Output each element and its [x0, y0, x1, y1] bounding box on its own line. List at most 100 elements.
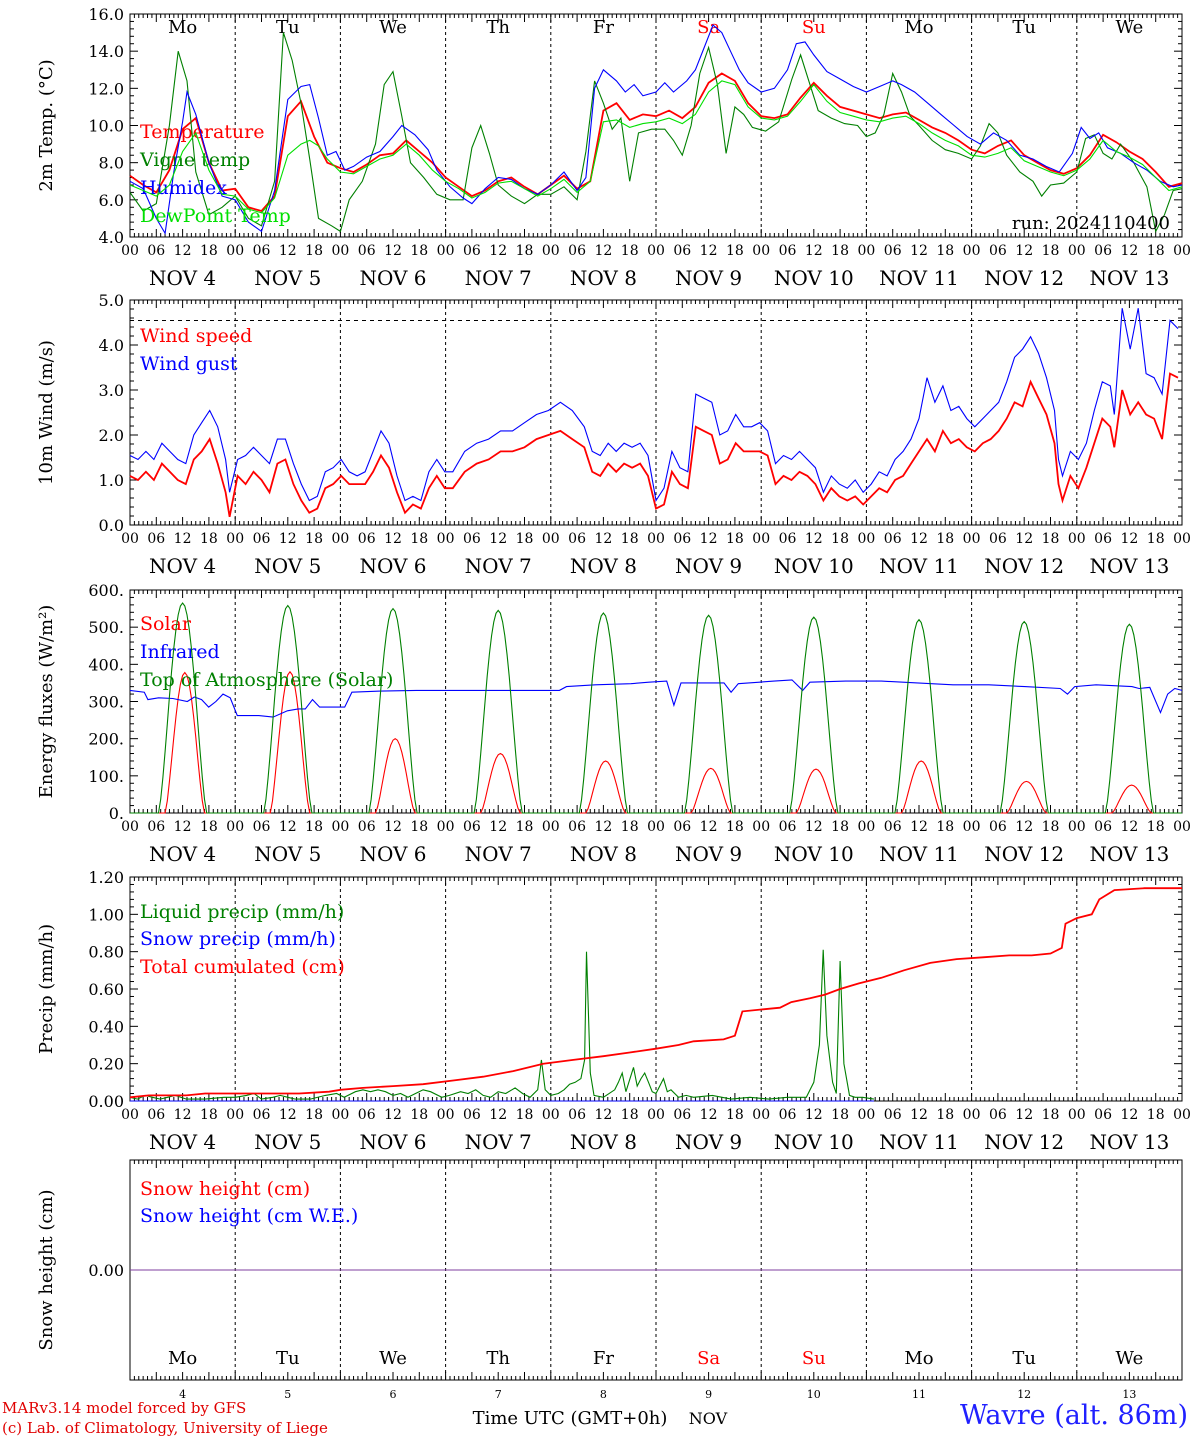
hour-tick-label: 00: [542, 1107, 560, 1123]
hour-tick-label: 12: [489, 531, 507, 547]
series-line-temperature: [129, 72, 1183, 213]
hour-tick-label: 18: [305, 1107, 323, 1123]
hour-tick-label: 12: [1120, 819, 1138, 835]
hour-tick-label: 06: [463, 243, 481, 259]
hour-tick-label: 18: [936, 531, 954, 547]
hour-tick-label: 00: [542, 531, 560, 547]
hour-tick-label: 00: [752, 531, 770, 547]
legend-snow-height-cm-: Snow height (cm): [140, 1178, 310, 1200]
hour-tick-label: 18: [410, 243, 428, 259]
hour-tick-label: 00: [121, 1107, 139, 1123]
hour-tick-label: 18: [726, 1107, 744, 1123]
hour-tick-label: 06: [989, 243, 1007, 259]
hour-tick-label: 18: [726, 531, 744, 547]
hour-tick-label: 00: [331, 531, 349, 547]
hour-tick-label: 06: [989, 531, 1007, 547]
day-number-label: 8: [600, 1388, 607, 1401]
legend-infrared: Infrared: [140, 641, 220, 663]
series-line-dewpoint-temp: [129, 80, 1183, 214]
weekday-label: Mo: [168, 17, 197, 38]
date-label: NOV 4: [149, 1130, 216, 1154]
hour-tick-label: 00: [647, 1107, 665, 1123]
y-tick-label: 300.: [88, 693, 124, 712]
hour-tick-label: 18: [831, 531, 849, 547]
y-tick-label: 0.40: [88, 1017, 124, 1036]
hour-tick-label: 06: [253, 819, 271, 835]
hour-tick-label: 18: [516, 531, 534, 547]
hour-tick-label: 06: [147, 243, 165, 259]
hour-tick-label: 00: [226, 531, 244, 547]
y-tick-label: 3.0: [99, 381, 124, 400]
hour-tick-label: 12: [489, 1107, 507, 1123]
hour-tick-label: 12: [489, 819, 507, 835]
hour-tick-label: 12: [700, 819, 718, 835]
weekday-label: Mo: [168, 1348, 197, 1369]
legend-wind-gust: Wind gust: [140, 353, 238, 375]
station-name: Wavre (alt. 86m): [960, 1400, 1188, 1431]
series-line-vigne-temp: [129, 32, 1183, 234]
hour-tick-label: 06: [779, 243, 797, 259]
y-tick-label: 0.60: [88, 980, 124, 999]
hour-tick-label: 12: [1120, 243, 1138, 259]
hour-tick-label: 12: [384, 243, 402, 259]
weekday-label: Tu: [276, 17, 300, 38]
y-tick-label: 600.: [88, 581, 124, 600]
hour-tick-label: 18: [936, 1107, 954, 1123]
hour-tick-label: 12: [910, 531, 928, 547]
hour-tick-label: 18: [410, 819, 428, 835]
hour-tick-label: 18: [1147, 1107, 1165, 1123]
hour-tick-label: 18: [516, 243, 534, 259]
weekday-label: Th: [486, 17, 510, 38]
legend-dewpoint-temp: DewPoint Temp: [140, 205, 291, 227]
hour-tick-label: 00: [857, 243, 875, 259]
hour-tick-label: 18: [621, 1107, 639, 1123]
date-label: NOV 9: [675, 266, 742, 290]
weekday-label: Sa: [697, 1348, 720, 1369]
series-line-infrared: [129, 679, 1183, 718]
panel-frame: [129, 299, 1183, 526]
hour-tick-label: 06: [568, 1107, 586, 1123]
hour-tick-label: 00: [857, 1107, 875, 1123]
day-number-label: 12: [1017, 1388, 1031, 1401]
hour-tick-label: 18: [1042, 1107, 1060, 1123]
hour-tick-label: 06: [568, 531, 586, 547]
date-label: NOV 7: [465, 842, 532, 866]
y-tick-label: 0.: [109, 804, 124, 823]
hour-tick-label: 12: [174, 243, 192, 259]
hour-tick-label: 00: [1068, 1107, 1086, 1123]
y-tick-label: 200.: [88, 730, 124, 749]
hour-tick-label: 12: [700, 531, 718, 547]
hour-tick-label: 12: [1015, 819, 1033, 835]
date-label: NOV 11: [879, 842, 959, 866]
hour-tick-label: 06: [253, 1107, 271, 1123]
hour-tick-label: 06: [463, 531, 481, 547]
hour-tick-label: 00: [647, 531, 665, 547]
hour-tick-label: 18: [1147, 819, 1165, 835]
hour-tick-label: 12: [174, 819, 192, 835]
hour-tick-label: 18: [305, 819, 323, 835]
hour-tick-label: 12: [1015, 531, 1033, 547]
y-tick-label: 1.0: [99, 471, 124, 490]
hour-tick-label: 18: [621, 243, 639, 259]
hour-tick-label: 06: [779, 819, 797, 835]
hour-tick-label: 00: [226, 1107, 244, 1123]
hour-tick-label: 18: [305, 531, 323, 547]
hour-tick-label: 00: [121, 819, 139, 835]
hour-tick-label: 00: [1068, 531, 1086, 547]
y-tick-label: 0.80: [88, 943, 124, 962]
credits: MARv3.14 model forced by GFS (c) Lab. of…: [2, 1398, 328, 1438]
hour-tick-label: 12: [910, 819, 928, 835]
date-label: NOV 8: [570, 1130, 637, 1154]
model-credit: MARv3.14 model forced by GFS: [2, 1399, 247, 1417]
date-label: NOV 11: [879, 1130, 959, 1154]
date-label: NOV 4: [149, 842, 216, 866]
hour-tick-label: 18: [1042, 531, 1060, 547]
hour-tick-label: 12: [805, 243, 823, 259]
hour-tick-label: 00: [437, 243, 455, 259]
weekday-label: Fr: [593, 17, 614, 38]
weekday-label: Mo: [904, 17, 933, 38]
legend-solar: Solar: [140, 613, 192, 635]
date-label: NOV 4: [149, 554, 216, 578]
date-label: NOV 11: [879, 266, 959, 290]
hour-tick-label: 00: [1068, 819, 1086, 835]
